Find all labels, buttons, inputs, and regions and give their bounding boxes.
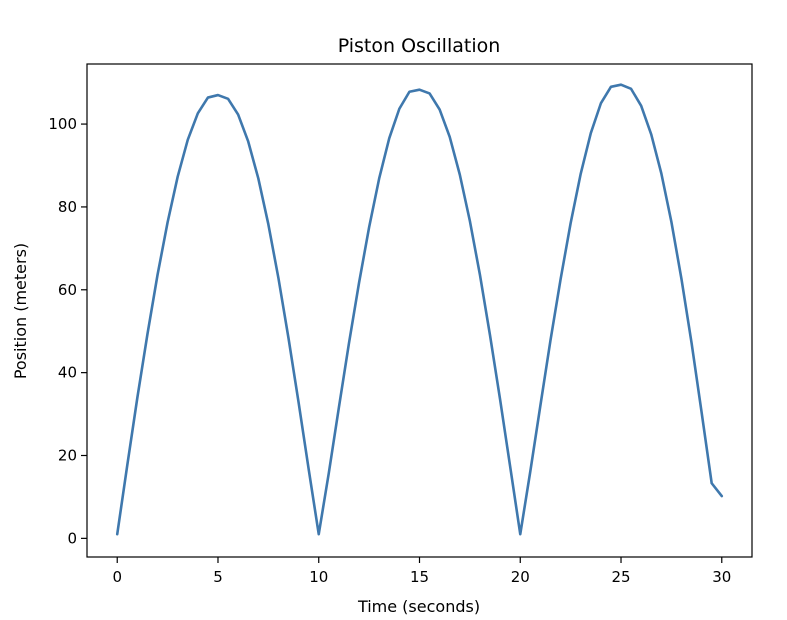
y-tick-label: 60 bbox=[58, 281, 77, 299]
y-tick-label: 20 bbox=[58, 447, 77, 465]
x-tick-label: 30 bbox=[712, 568, 731, 586]
y-tick-label: 80 bbox=[58, 198, 77, 216]
x-axis-ticks: 0 5 10 15 20 25 30 bbox=[112, 557, 731, 586]
y-axis-label: Position (meters) bbox=[11, 243, 30, 379]
chart-title: Piston Oscillation bbox=[338, 35, 501, 57]
y-tick-label: 40 bbox=[58, 364, 77, 382]
x-tick-label: 15 bbox=[410, 568, 429, 586]
series-line bbox=[115, 83, 724, 536]
y-tick-label: 100 bbox=[48, 115, 77, 133]
x-tick-label: 5 bbox=[213, 568, 223, 586]
x-tick-label: 25 bbox=[611, 568, 630, 586]
y-tick-label: 0 bbox=[67, 529, 77, 547]
y-axis-ticks: 0 20 40 60 80 100 bbox=[48, 115, 87, 547]
x-tick-label: 20 bbox=[511, 568, 530, 586]
x-tick-label: 10 bbox=[309, 568, 328, 586]
plot-frame bbox=[86, 63, 753, 558]
x-axis-label: Time (seconds) bbox=[357, 597, 480, 616]
x-tick-label: 0 bbox=[112, 568, 122, 586]
